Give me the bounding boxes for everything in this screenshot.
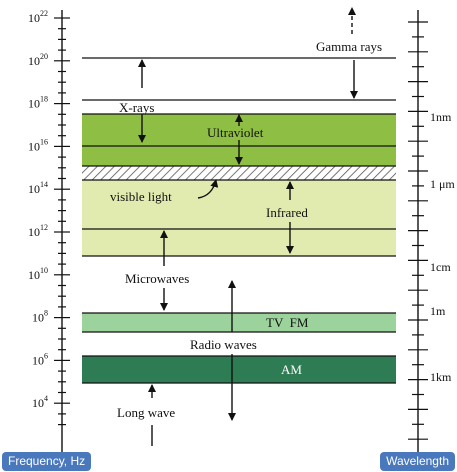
frequency-tick-label: 1010 <box>28 266 48 282</box>
x-rays-label: X-rays <box>119 100 154 115</box>
visible-light-pointer-arrow <box>197 179 219 199</box>
frequency-axis-label: Frequency, Hz <box>2 452 92 471</box>
frequency-tick-label: 104 <box>32 394 48 410</box>
wavelength-tick-label: 1 μm <box>430 177 455 191</box>
gamma-rays-label: Gamma rays <box>316 39 382 54</box>
wavelength-tick-label: 1m <box>430 304 446 318</box>
wavelength-axis <box>408 10 428 452</box>
region-boundaries <box>82 57 396 384</box>
frequency-tick-label: 1020 <box>28 52 48 68</box>
am-band <box>82 356 396 383</box>
range-arrows <box>138 7 358 446</box>
radio-waves-label: Radio waves <box>190 337 257 352</box>
microwaves-label: Microwaves <box>125 271 189 286</box>
frequency-axis <box>54 10 70 452</box>
tv-fm-label: TV FM <box>266 315 309 330</box>
visible-light-label: visible light <box>110 189 172 204</box>
frequency-tick-label: 1022 <box>28 9 48 25</box>
wavelength-tick-label: 1km <box>430 370 452 384</box>
long-wave-label: Long wave <box>117 405 175 420</box>
visible-light-band <box>82 166 396 180</box>
frequency-tick-label: 1018 <box>28 95 48 111</box>
tv-fm-band <box>82 313 396 332</box>
wavelength-tick-label: 1cm <box>430 260 451 274</box>
frequency-tick-label: 106 <box>32 351 48 367</box>
wavelength-axis-label: Wavelength <box>380 452 455 471</box>
frequency-tick-label: 108 <box>32 309 48 325</box>
ultraviolet-label: Ultraviolet <box>207 125 264 140</box>
wavelength-tick-labels: 1nm 1 μm 1cm 1m 1km <box>430 110 455 384</box>
frequency-tick-label: 1016 <box>28 137 48 153</box>
frequency-tick-labels: 1022 1020 1018 1016 1014 1012 1010 108 106 104 <box>28 9 48 410</box>
am-label: AM <box>281 362 302 377</box>
frequency-tick-label: 1012 <box>28 223 48 239</box>
frequency-tick-label: 1014 <box>28 180 48 196</box>
infrared-label: Infrared <box>266 205 308 220</box>
wavelength-tick-label: 1nm <box>430 110 452 124</box>
infrared-band <box>82 180 396 256</box>
